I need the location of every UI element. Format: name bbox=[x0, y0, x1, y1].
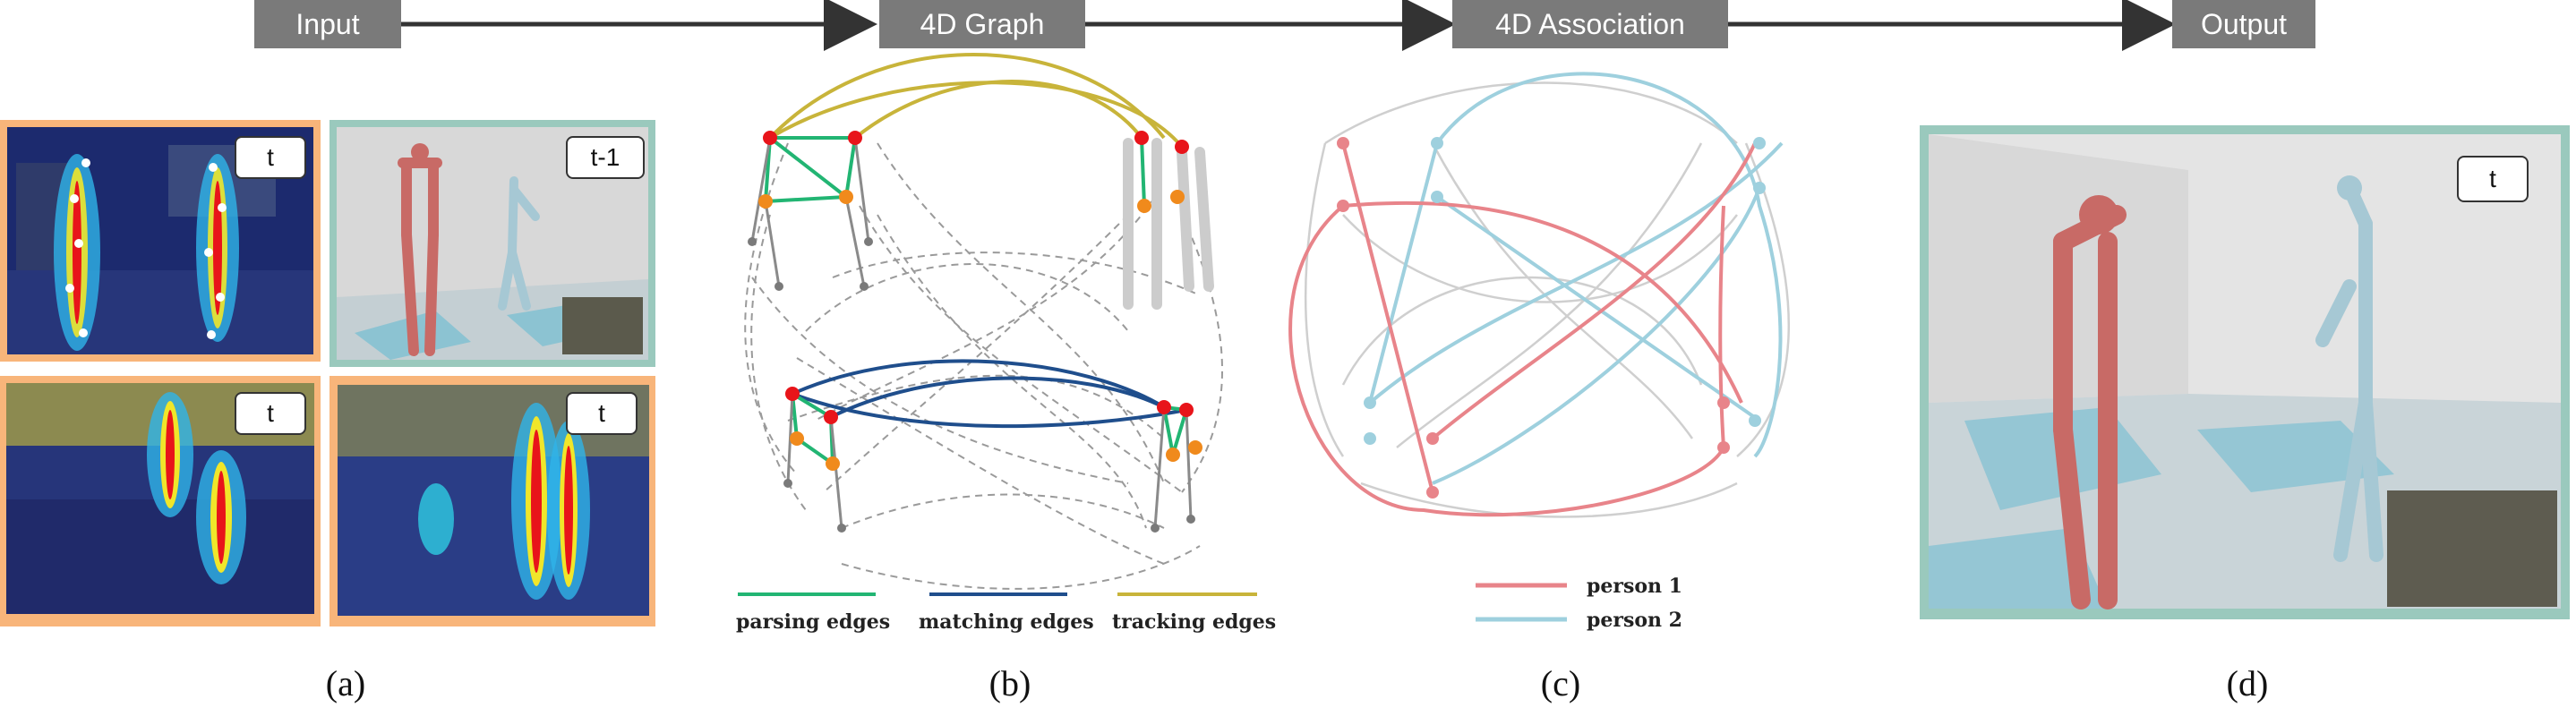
view-2-inset-photo bbox=[562, 297, 643, 354]
person-2-joints bbox=[1364, 137, 1766, 445]
view-2-skeleton-person-1 bbox=[398, 158, 442, 356]
legend-c: person 1 person 2 bbox=[1476, 575, 1682, 632]
heatmap-person-4a bbox=[511, 403, 561, 600]
pipeline-arrows bbox=[401, 0, 2176, 51]
panel-b-graph: parsing edges matching edges tracking ed… bbox=[736, 53, 1276, 634]
heatmap-person-3b bbox=[196, 450, 246, 584]
person-1-edges bbox=[1288, 142, 1757, 517]
output-time-tag: t bbox=[2457, 156, 2529, 202]
legend-tracking-label: tracking edges bbox=[1112, 610, 1276, 634]
matching-edges bbox=[792, 359, 1187, 429]
person-1-joints bbox=[1337, 137, 1730, 499]
view-3-frame: t bbox=[0, 376, 321, 626]
tracking-edges bbox=[768, 53, 1184, 149]
view-3-time-tag: t bbox=[235, 392, 306, 435]
caption-c: (c) bbox=[1540, 663, 1581, 703]
view-2-skeleton-person-2 bbox=[498, 176, 540, 311]
stage-output: Output bbox=[2172, 0, 2315, 48]
panel-a: t t-1 bbox=[0, 120, 655, 626]
heatmap-person-4b bbox=[547, 421, 590, 600]
light-gray-edges bbox=[1304, 81, 1790, 518]
output-render-image bbox=[1929, 134, 2561, 609]
panel-d-output: t bbox=[1920, 125, 2570, 619]
heatmap-person-3a bbox=[147, 392, 193, 517]
view-4-frame: t bbox=[329, 376, 655, 626]
panel-c-association: person 1 person 2 bbox=[1288, 72, 1790, 632]
joints-gray bbox=[748, 237, 1195, 533]
joints-orange bbox=[758, 190, 1202, 471]
parsing-edges bbox=[763, 136, 1189, 467]
caption-b: (b) bbox=[988, 663, 1031, 703]
stage-4d-association: 4D Association bbox=[1452, 0, 1728, 48]
caption-d: (d) bbox=[2226, 663, 2269, 703]
view-2-render-image bbox=[337, 127, 648, 360]
caption-a: (a) bbox=[325, 663, 366, 703]
legend-person-1-label: person 1 bbox=[1587, 575, 1682, 598]
heatmap-person-right bbox=[196, 154, 239, 342]
stage-input: Input bbox=[254, 0, 401, 48]
legend-matching-label: matching edges bbox=[919, 610, 1094, 634]
rendered-skeletons bbox=[1123, 138, 1214, 310]
person-2-edges bbox=[1368, 72, 1784, 485]
view-1-frame: t bbox=[0, 120, 321, 362]
dashed-candidate-edges bbox=[744, 142, 1223, 590]
view-1-time-tag: t bbox=[235, 136, 306, 179]
joints-red bbox=[763, 131, 1194, 424]
legend-parsing-label: parsing edges bbox=[736, 610, 890, 634]
output-inset-photo bbox=[2387, 490, 2557, 607]
heatmap-person-left bbox=[54, 154, 100, 351]
view-4-time-tag: t bbox=[566, 392, 638, 435]
output-skeleton-person-2 bbox=[2315, 181, 2383, 562]
legend-person-2-label: person 2 bbox=[1587, 609, 1682, 632]
view-2-frame: t-1 bbox=[329, 120, 655, 367]
view-2-time-tag: t-1 bbox=[566, 136, 645, 179]
panel-b-legend: parsing edges matching edges tracking ed… bbox=[736, 592, 1276, 634]
stage-4d-graph: 4D Graph bbox=[879, 0, 1085, 48]
